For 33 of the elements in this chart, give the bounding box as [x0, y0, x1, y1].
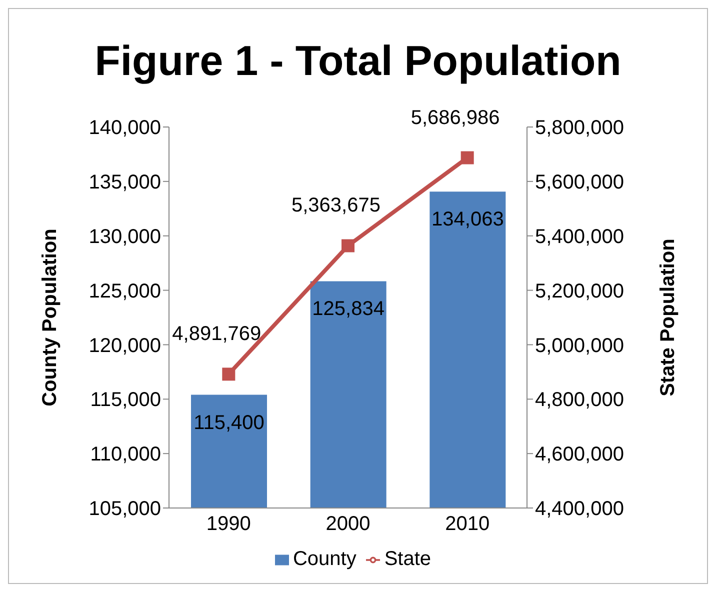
y2-axis-title: State Population [657, 238, 680, 396]
point [460, 151, 474, 164]
y-tick-label: 120,000 [88, 334, 161, 357]
y2-tick-label: 5,400,000 [535, 226, 624, 248]
y2-tick-label: 4,600,000 [535, 444, 624, 466]
data-label: 134,063 [432, 208, 504, 231]
point [222, 368, 236, 381]
y-axis-title: County Population [39, 228, 62, 406]
data-label: 5,363,675 [292, 194, 380, 217]
legend-label: County [292, 548, 356, 570]
x-tick-label: 2000 [326, 513, 370, 536]
y-tick-label: 115,000 [90, 389, 161, 412]
data-label: 115,400 [194, 412, 264, 434]
y-tick-label: 110,000 [90, 444, 161, 466]
data-label: 125,834 [312, 298, 384, 320]
chart-title: Figure 1 - Total Population [94, 36, 622, 86]
y2-tick-label: 4,400,000 [535, 498, 624, 520]
y-tick-label: 140,000 [88, 117, 161, 140]
y-tick-label: 130,000 [88, 226, 161, 248]
y-tick-label: 135,000 [88, 172, 161, 194]
legend-label: State [384, 548, 432, 570]
x-tick-label: 1990 [206, 513, 251, 536]
point [342, 239, 354, 252]
y2-tick-label: 5,800,000 [535, 117, 624, 140]
y-tick-label: 105,000 [88, 498, 161, 520]
y2-tick-label: 5,600,000 [535, 172, 624, 194]
y2-tick-label: 5,000,000 [535, 334, 624, 357]
y2-tick-label: 5,200,000 [535, 280, 624, 302]
data-label: 5,686,986 [410, 106, 500, 129]
y2-tick-label: 4,800,000 [535, 389, 624, 412]
x-tick-label: 2010 [445, 513, 490, 536]
data-label: 4,891,769 [172, 323, 262, 346]
y-tick-label: 125,000 [88, 280, 161, 302]
